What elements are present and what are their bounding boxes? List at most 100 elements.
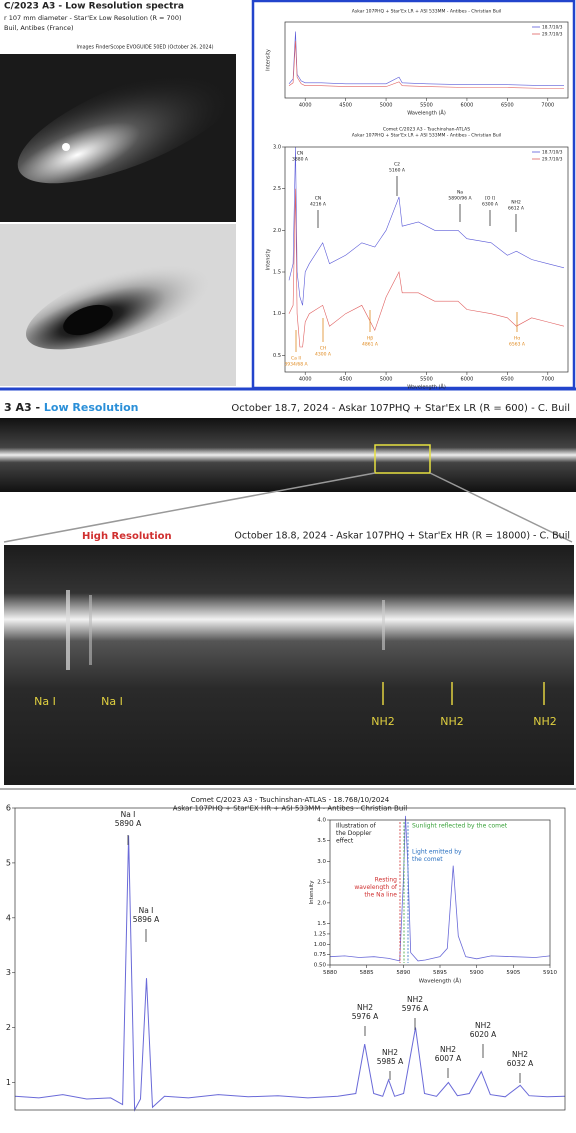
annotation: 6612 A xyxy=(508,206,525,212)
annotation: CN xyxy=(297,151,304,157)
axes-frame xyxy=(284,21,569,99)
annotation: 4300 A xyxy=(315,352,332,358)
legend-label: 29.7/10/3 xyxy=(542,157,563,163)
y-tick-label: 2.0 xyxy=(273,228,281,234)
series-line xyxy=(288,146,565,306)
x-tick-label: 5900 xyxy=(470,970,484,976)
annotation: NH2 xyxy=(440,1045,456,1054)
annotation: the comet xyxy=(412,856,443,863)
y-tick-label: 0.5 xyxy=(273,353,281,359)
annotation: effect xyxy=(336,838,354,845)
x-tick-label: 5885 xyxy=(360,970,374,976)
x-tick-label: 7000 xyxy=(541,377,554,383)
y-tick-label: 0.50 xyxy=(314,963,327,969)
x-tick-label: 5000 xyxy=(380,103,393,109)
annotation: 6300 A xyxy=(482,202,499,208)
x-tick-label: 4500 xyxy=(339,103,352,109)
annotation: 6020 A xyxy=(470,1030,497,1039)
x-tick-label: 5880 xyxy=(323,970,337,976)
x-tick-label: 5910 xyxy=(543,970,557,976)
annotation: 6007 A xyxy=(435,1054,462,1063)
chart-title: Comet C/2023 A3 - Tsuchinshan-ATLAS - 18… xyxy=(191,796,390,804)
y-tick-label: 3.0 xyxy=(317,859,326,865)
low-res-info: October 18.7, 2024 - Askar 107PHQ + Star… xyxy=(231,403,570,414)
y-axis-label: Intensity xyxy=(266,49,272,71)
line-label: NH2 xyxy=(440,715,464,728)
inset-background xyxy=(330,820,550,965)
annotation: C2 xyxy=(394,162,400,168)
series-line xyxy=(329,815,551,962)
zoom-line xyxy=(3,472,376,543)
annotation: Na I xyxy=(139,906,154,915)
y-tick-label: 2.5 xyxy=(317,880,326,886)
line-label: NH2 xyxy=(371,715,395,728)
y-tick-label: 6 xyxy=(6,804,11,813)
image-caption: Images FinderScope EVOGUIDE 50ED (Octobe… xyxy=(76,45,213,51)
axes-frame xyxy=(14,807,566,1111)
x-tick-label: 7000 xyxy=(541,103,554,109)
series-line xyxy=(288,31,564,86)
annotation: 5890 A xyxy=(115,819,142,828)
y-tick-label: 1.5 xyxy=(317,921,326,927)
annotation: [O I] xyxy=(485,196,495,202)
y-tick-label: 1.25 xyxy=(314,931,327,937)
x-tick-label: 5895 xyxy=(433,970,447,976)
x-tick-label: 6000 xyxy=(461,103,474,109)
x-axis-label: Wavelength (Å) xyxy=(407,384,446,391)
legend-label: 18.7/10/3 xyxy=(542,25,563,31)
line-label: NH2 xyxy=(533,715,557,728)
y-tick-label: 3.5 xyxy=(317,838,326,844)
high-res-spectrum xyxy=(4,545,574,785)
low-res-title: 3 A3 - Low Resolution xyxy=(4,401,139,414)
annotation: Hα xyxy=(514,336,520,342)
chart-subtitle: Askar 107PHQ + Star'Ex LR + ASI 533MM - … xyxy=(352,133,501,139)
x-tick-label: 5890 xyxy=(396,970,410,976)
x-tick-label: 4500 xyxy=(339,377,352,383)
x-tick-label: 4000 xyxy=(299,377,312,383)
annotation: 5976 A xyxy=(352,1012,379,1021)
annotation: 5896 A xyxy=(133,915,160,924)
annotation: Na xyxy=(457,190,463,196)
y-axis-label: Intensity xyxy=(309,880,315,905)
annotation: the Na line xyxy=(364,892,397,899)
y-tick-label: 1.00 xyxy=(314,942,327,948)
comet-nucleus xyxy=(62,143,70,151)
annotation: NH2 xyxy=(511,200,521,206)
annotation: NH2 xyxy=(512,1050,528,1059)
annotation: NH2 xyxy=(382,1048,398,1057)
chart-title: Askar 107PHQ + Star'Ex LR + ASI 533MM - … xyxy=(352,9,501,15)
annotation: CH xyxy=(320,346,327,352)
annotation: 6032 A xyxy=(507,1059,534,1068)
low-res-prefix: 3 A3 - xyxy=(4,401,44,414)
y-tick-label: 3 xyxy=(6,968,11,977)
line-label: Na I xyxy=(101,695,123,708)
annotation: wavelength of xyxy=(354,884,398,891)
annotation: 5985 A xyxy=(377,1057,404,1066)
annotation: 5976 A xyxy=(402,1004,429,1013)
annotation: Sunlight reflected by the comet xyxy=(412,823,508,830)
annotation: 3934/68 A xyxy=(284,362,308,368)
y-tick-label: 4.0 xyxy=(317,818,326,824)
annotation: 4216 A xyxy=(310,202,327,208)
y-tick-label: 1.5 xyxy=(273,270,281,276)
annotation: NH2 xyxy=(475,1021,491,1030)
emission-line xyxy=(382,600,385,650)
annotation: Hβ xyxy=(367,336,373,342)
emission-line xyxy=(66,590,70,670)
x-tick-label: 6000 xyxy=(461,377,474,383)
annotation: Illustration of xyxy=(336,823,377,830)
annotation: 5160 A xyxy=(389,168,406,174)
x-axis-label: Wavelength (Å) xyxy=(419,978,461,985)
annotation: the Doppler xyxy=(336,830,372,837)
y-tick-label: 0.75 xyxy=(314,952,327,958)
header-line: Buil, Antibes (France) xyxy=(4,24,74,32)
annotation: NH2 xyxy=(407,995,423,1004)
y-tick-label: 3.0 xyxy=(273,145,281,151)
chart-subtitle: Askar 107PHQ + Star'EX HR + ASI 533MM - … xyxy=(173,805,407,813)
emission-line xyxy=(89,595,92,665)
header-line: r 107 mm diameter - Star'Ex Low Resoluti… xyxy=(4,14,182,22)
y-tick-label: 2.0 xyxy=(317,900,326,906)
x-tick-label: 5500 xyxy=(420,377,433,383)
y-tick-label: 1.0 xyxy=(273,311,281,317)
